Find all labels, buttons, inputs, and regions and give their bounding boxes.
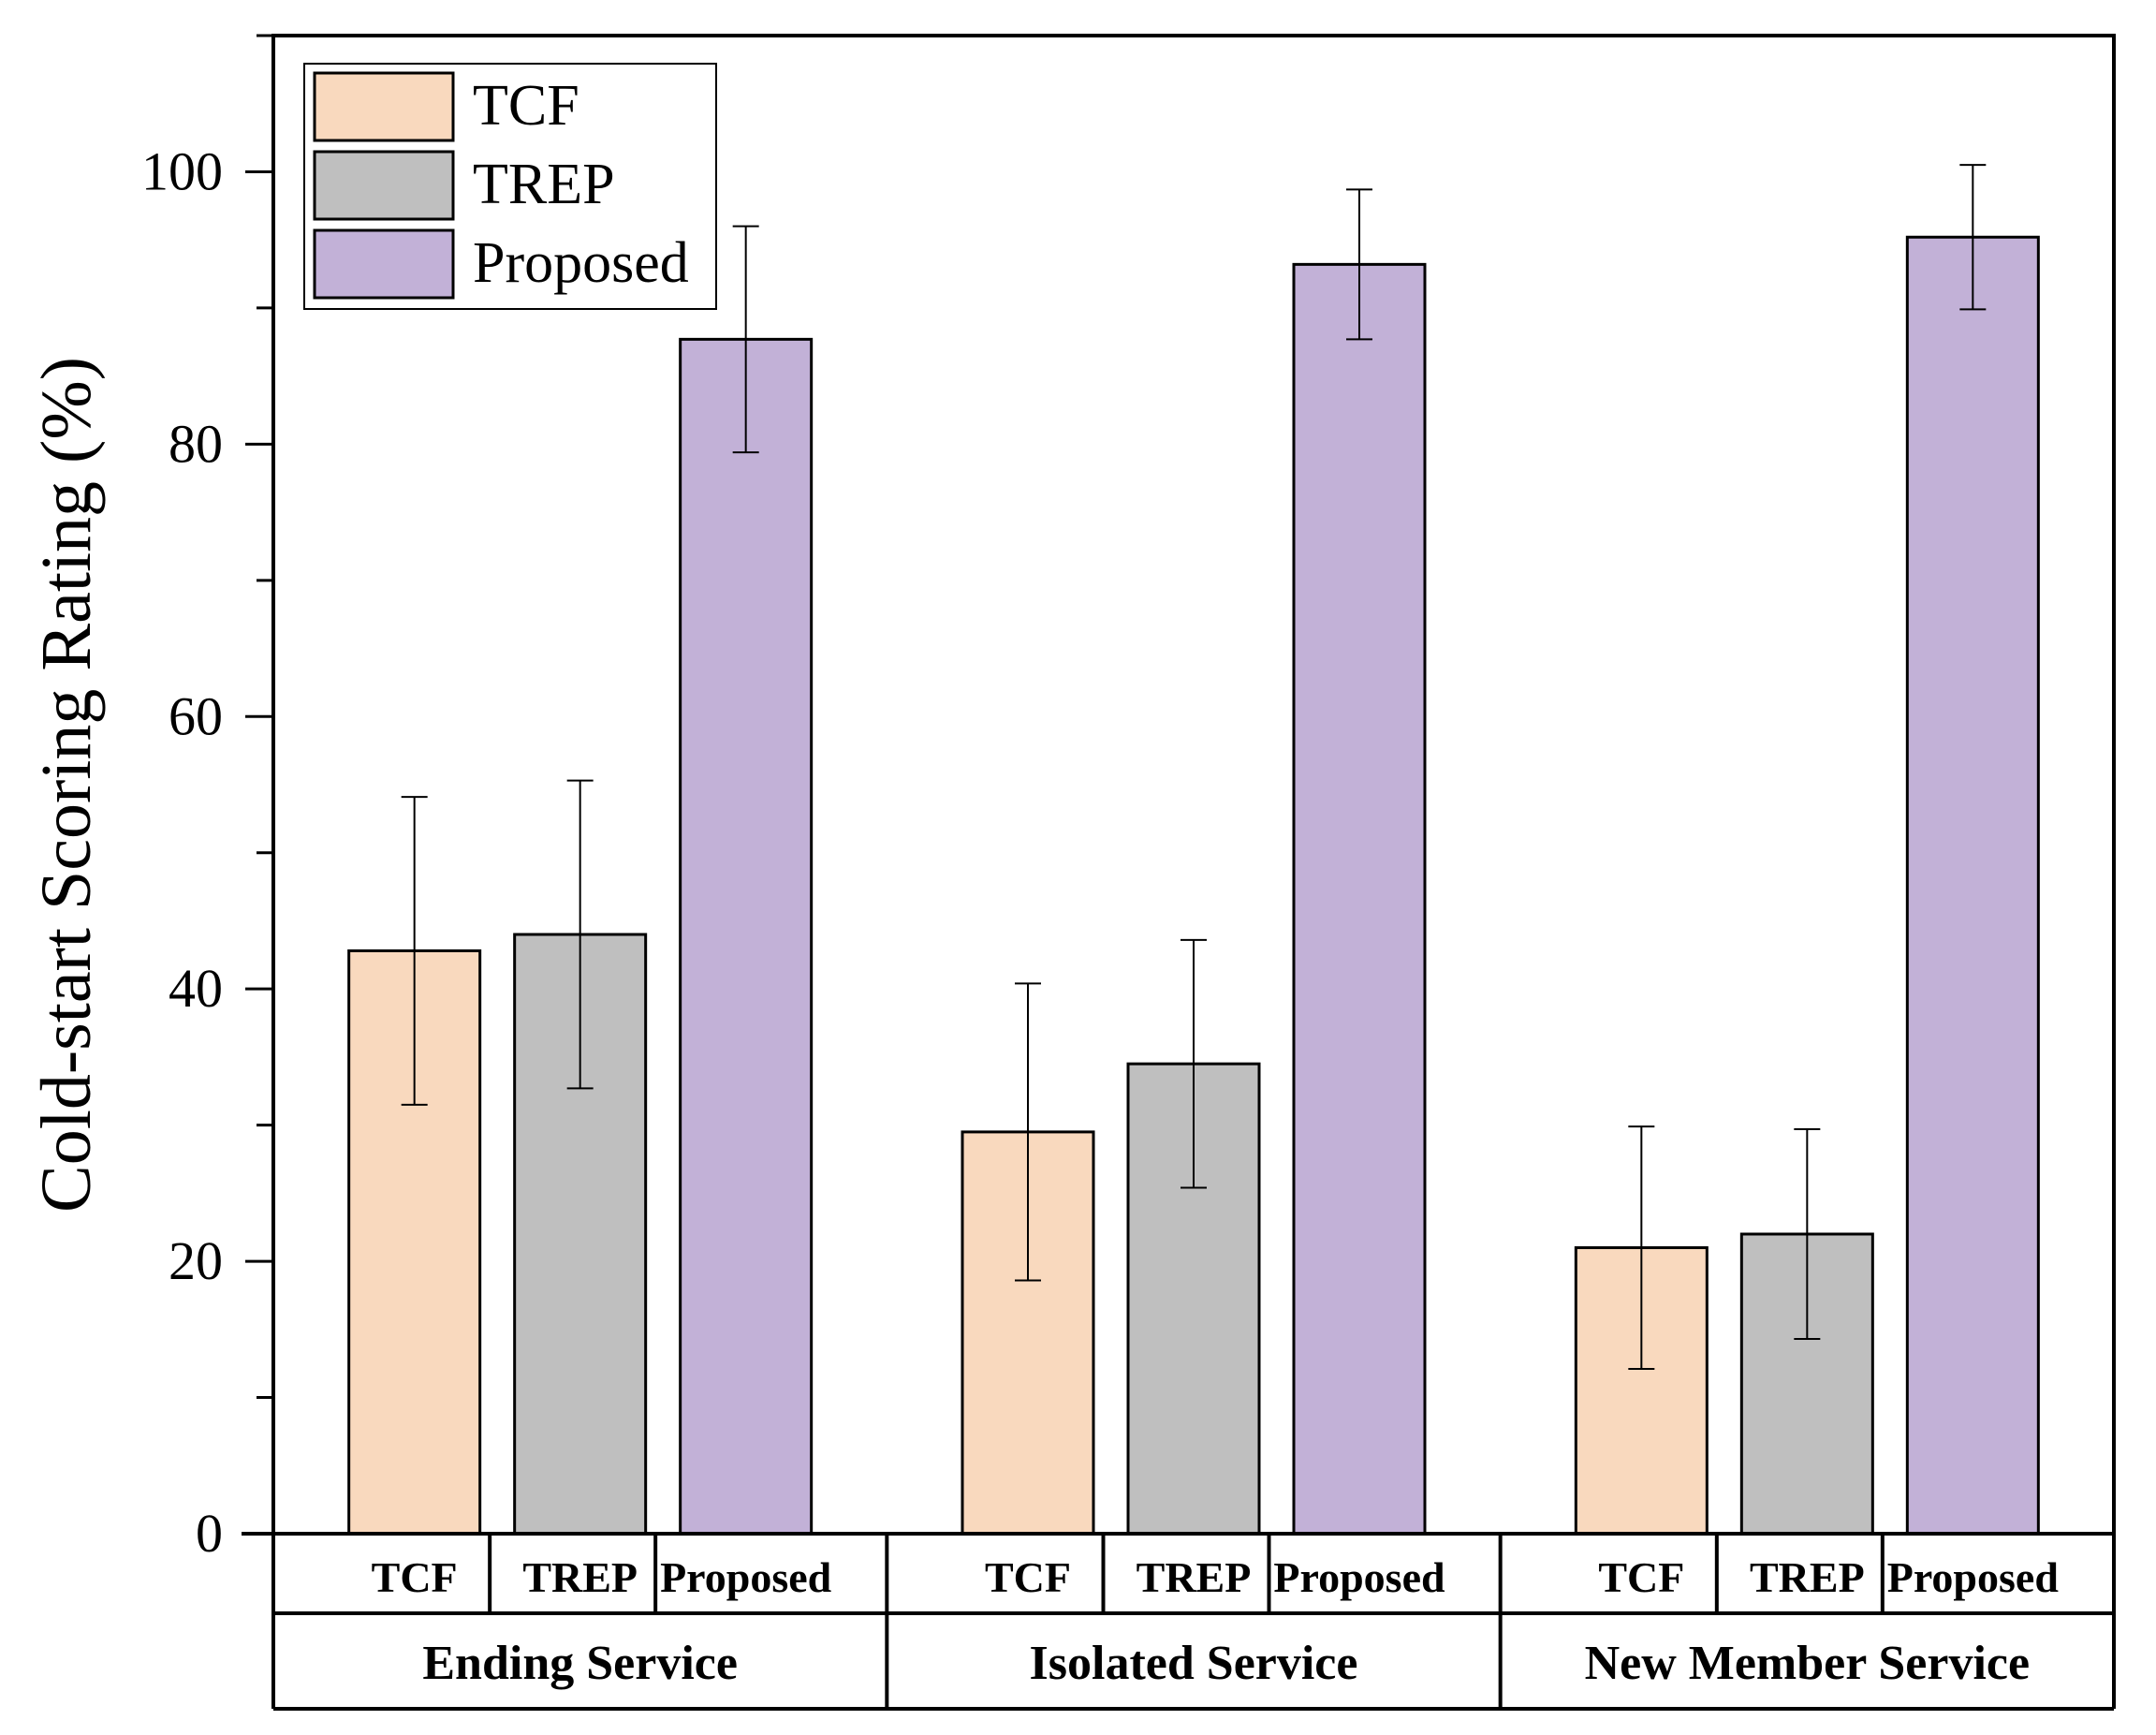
error-bar-proposed-1 [732, 225, 759, 454]
category-label-trep: TREP [522, 1553, 638, 1601]
category-label-proposed: Proposed [660, 1553, 832, 1601]
legend-label: TREP [473, 153, 615, 216]
legend-label: TCF [473, 74, 579, 138]
legend-swatch [313, 228, 455, 300]
bar-proposed-1 [679, 337, 814, 1536]
y-tick-label: 80 [169, 413, 223, 474]
y-tick-label: 20 [169, 1230, 223, 1291]
category-table: TCF TREP Proposed Ending Service TCF TREP Prop… [271, 1534, 2116, 1711]
legend-item-tcf: TCF [313, 71, 579, 142]
y-tick-label: 0 [196, 1503, 223, 1564]
bars-layer [347, 235, 2040, 1536]
error-bars-layer [401, 164, 1987, 1370]
category-label-tcf: TCF [372, 1553, 458, 1601]
y-tick-label: 40 [169, 958, 223, 1019]
y-tick-label: 60 [169, 685, 223, 746]
bar-proposed-3 [1905, 235, 2040, 1536]
category-label-trep: TREP [1137, 1553, 1252, 1601]
axes-layer [242, 34, 2116, 1536]
bar-proposed-2 [1292, 262, 1427, 1536]
legend-label: Proposed [473, 231, 689, 295]
legend-swatch [313, 150, 455, 221]
y-tick-label: 100 [141, 140, 223, 201]
category-label-proposed: Proposed [1273, 1553, 1445, 1601]
error-bar-tcf-3 [1628, 1125, 1655, 1370]
error-bar-tcf-1 [401, 796, 428, 1106]
category-label-tcf: TCF [1598, 1553, 1684, 1601]
category-label-trep: TREP [1750, 1553, 1865, 1601]
group-label: New Member Service [1585, 1637, 2031, 1690]
legend-item-proposed: Proposed [313, 228, 689, 300]
legend-item-trep: TREP [313, 150, 615, 221]
error-bar-proposed-2 [1346, 188, 1372, 341]
category-label-tcf: TCF [985, 1553, 1071, 1601]
error-bar-trep-1 [566, 779, 594, 1090]
error-bar-proposed-3 [1959, 164, 1987, 311]
error-bar-trep-2 [1181, 938, 1207, 1189]
legend: TCF TREP Proposed [303, 63, 717, 310]
y-ticks-layer: 0 20 40 60 80 100 [141, 34, 273, 1564]
group-label: Ending Service [422, 1637, 738, 1690]
error-bar-tcf-2 [1015, 982, 1041, 1282]
error-bar-trep-3 [1794, 1128, 1821, 1340]
category-label-proposed: Proposed [1887, 1553, 2060, 1601]
group-label: Isolated Service [1030, 1637, 1358, 1690]
y-axis-label: Cold-start Scoring Rating (%) [27, 357, 106, 1213]
legend-swatch [313, 71, 455, 142]
